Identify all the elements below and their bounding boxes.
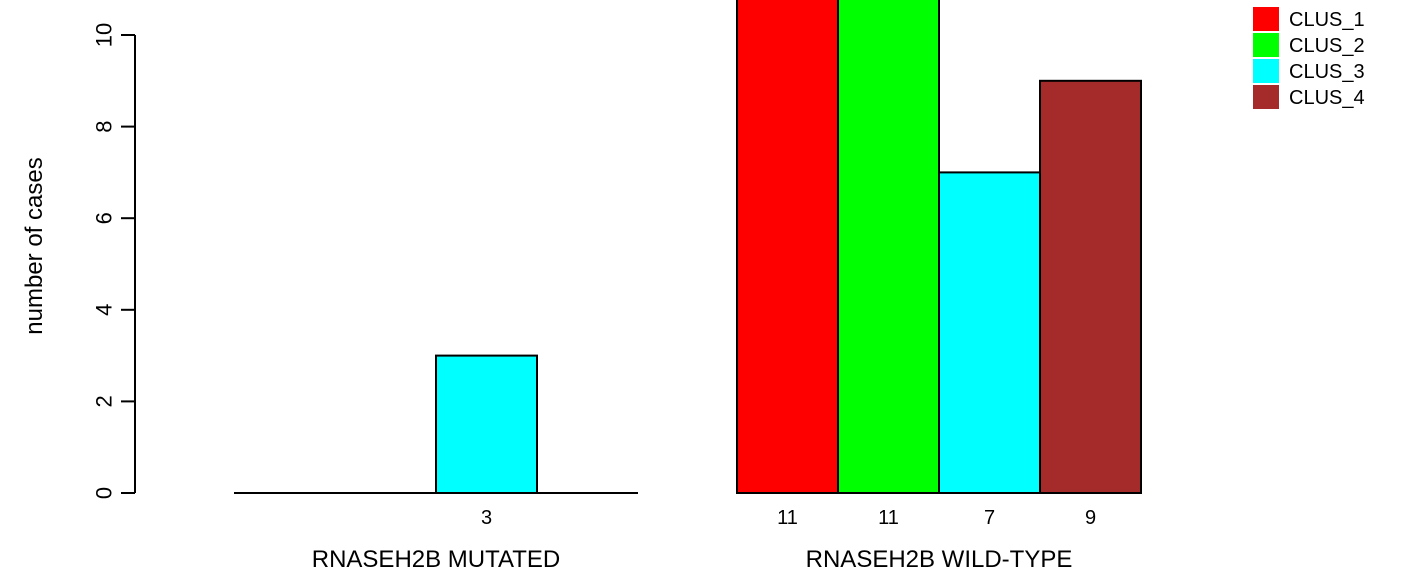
legend-label: CLUS_2 xyxy=(1289,35,1365,57)
y-axis: 0 2 4 6 8 10 xyxy=(92,23,136,499)
legend-label: CLUS_1 xyxy=(1289,9,1365,31)
bar-count-label: 7 xyxy=(984,507,995,529)
bar-count-label: 9 xyxy=(1085,507,1096,529)
legend-label: CLUS_4 xyxy=(1289,87,1365,109)
bar-clus-3 xyxy=(435,354,538,494)
labels-layer: 3 RNASEH2B MUTATED 11 11 7 9 RNASEH2B WILD-TYP… xyxy=(312,507,1096,573)
bar-count-label: 11 xyxy=(878,507,899,529)
y-tick-label: 2 xyxy=(92,395,117,407)
y-tick-label: 6 xyxy=(92,212,117,224)
bar-clus-3 xyxy=(938,171,1041,494)
bar-clus-1 xyxy=(736,0,839,494)
bar-count-label: 11 xyxy=(777,507,798,529)
y-tick-label: 8 xyxy=(92,120,117,132)
y-tick-label: 10 xyxy=(92,23,117,47)
bar-clus-4 xyxy=(1039,79,1142,495)
legend-swatch xyxy=(1253,33,1279,57)
y-tick-label: 0 xyxy=(92,487,117,499)
legend-swatch xyxy=(1253,59,1279,83)
group-label: RNASEH2B MUTATED xyxy=(312,546,560,573)
bars-layer xyxy=(234,0,1142,495)
legend-swatch xyxy=(1253,7,1279,31)
legend-swatch xyxy=(1253,85,1279,109)
y-axis-title: number of cases xyxy=(21,157,48,334)
legend: CLUS_1 CLUS_2 CLUS_3 CLUS_4 xyxy=(1253,7,1365,109)
bar-count-label: 3 xyxy=(481,507,492,529)
legend-label: CLUS_3 xyxy=(1289,61,1365,83)
y-tick-label: 4 xyxy=(92,304,117,316)
group-label: RNASEH2B WILD-TYPE xyxy=(806,546,1073,573)
bar-clus-2 xyxy=(837,0,940,494)
